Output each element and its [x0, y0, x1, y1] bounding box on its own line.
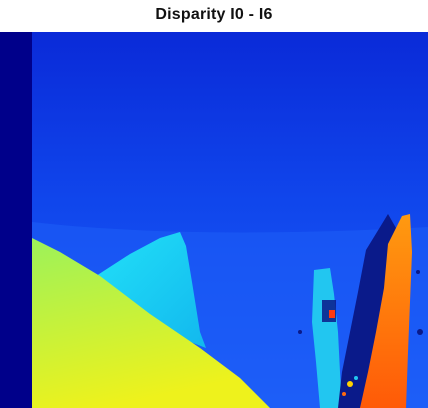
invalid-border-column	[0, 32, 32, 408]
figure-title: Disparity I0 - I6	[155, 6, 273, 23]
disparity-map	[0, 32, 428, 408]
speckles	[298, 270, 423, 396]
disparity-map-svg	[0, 32, 428, 408]
right-post	[360, 214, 412, 408]
cyan-hill	[96, 232, 206, 348]
occlusion-region	[338, 214, 396, 408]
ground-wedge	[32, 238, 270, 408]
thin-post-red-spot	[329, 310, 335, 318]
